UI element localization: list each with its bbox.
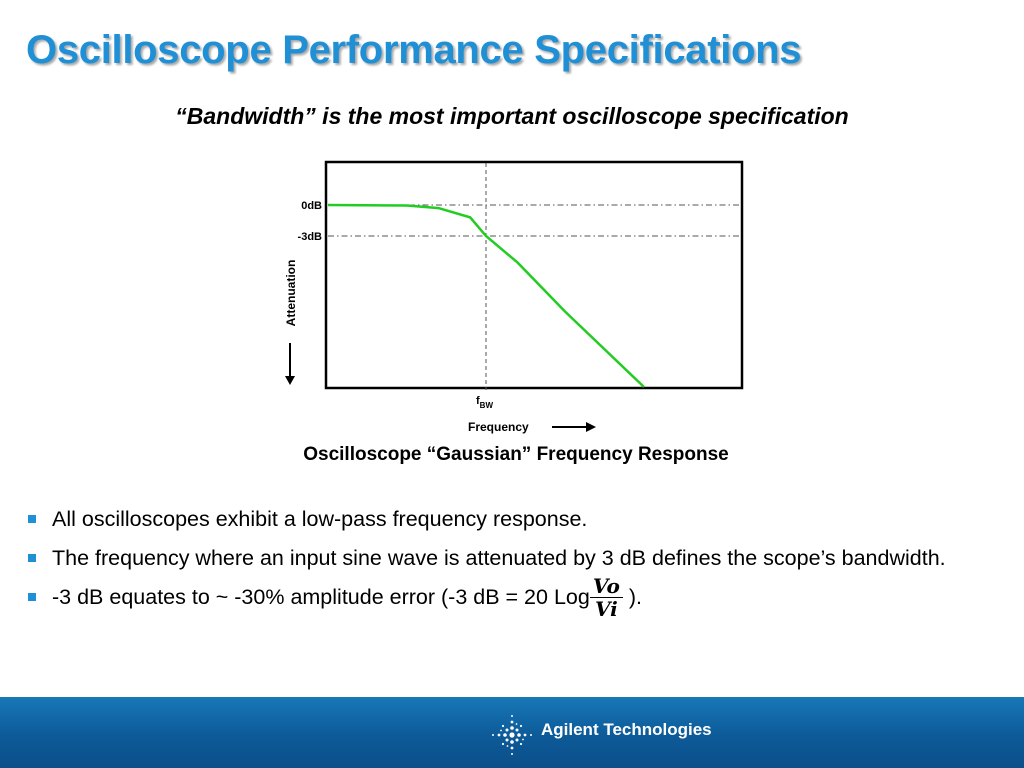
bullet-list: All oscilloscopes exhibit a low-pass fre…: [28, 505, 1003, 622]
chart-caption: Oscilloscope “Gaussian” Frequency Respon…: [303, 444, 729, 465]
plot-frame: [324, 160, 744, 390]
bullet-text: The frequency where an input sine wave i…: [52, 546, 946, 570]
bullet-item: -3 dB equates to ~ -30% amplitude error …: [28, 575, 1003, 620]
y-tick-0db: 0dB: [301, 200, 322, 212]
bullet-square-icon: [28, 554, 36, 562]
slide-title: Oscilloscope Performance Specifications: [26, 28, 802, 72]
slide-subtitle: “Bandwidth” is the most important oscill…: [175, 103, 849, 129]
bullet-item: All oscilloscopes exhibit a low-pass fre…: [28, 505, 1003, 534]
footer-brand-name: Agilent Technologies: [541, 720, 712, 739]
bullet-text: All oscilloscopes exhibit a low-pass fre…: [52, 507, 588, 531]
y-tick-3db: -3dB: [298, 231, 323, 243]
footer-bar: Agilent Technologies: [0, 697, 1024, 768]
bullet-text: -3 dB equates to ~ -30% amplitude error …: [52, 585, 590, 609]
fraction-denominator: Vi: [594, 596, 618, 621]
bullet-text-end: ).: [622, 585, 642, 609]
right-arrow-icon: [552, 422, 596, 432]
y-axis-label: Attenuation: [284, 260, 298, 327]
fraction-numerator: Vo: [589, 575, 623, 598]
frequency-response-chart: 0dB -3dB Attenuation fBW Frequency: [284, 160, 744, 434]
x-axis-label: Frequency: [468, 420, 529, 434]
bullet-item: The frequency where an input sine wave i…: [28, 544, 1003, 573]
down-arrow-icon: [285, 343, 295, 385]
vo-vi-fraction: Vo Vi: [589, 575, 623, 621]
x-marker-fbw: fBW: [476, 395, 493, 410]
response-curve: [327, 203, 645, 388]
bullet-square-icon: [28, 515, 36, 523]
agilent-spark-icon: [492, 715, 532, 755]
bullet-square-icon: [28, 593, 36, 601]
